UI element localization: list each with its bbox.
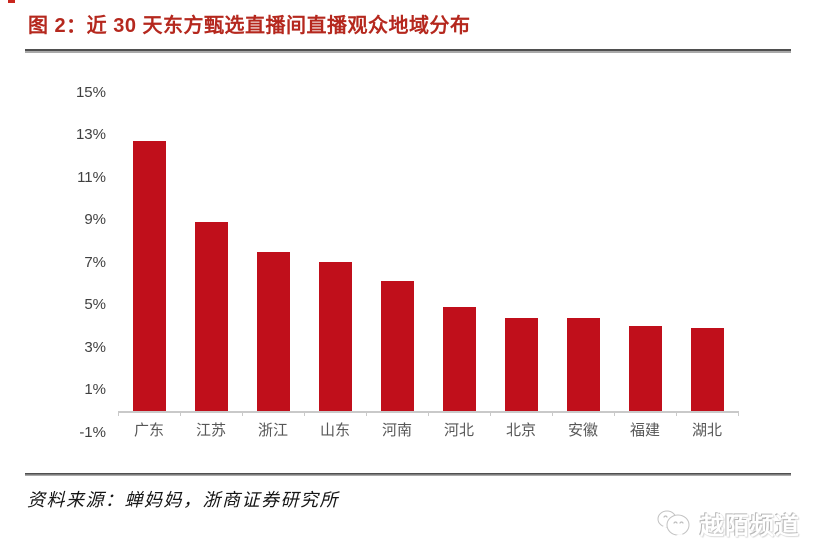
- x-axis-tick: [180, 411, 181, 416]
- bar: [628, 326, 662, 411]
- watermark: 越陌频道: [654, 506, 800, 541]
- bar: [380, 281, 414, 411]
- bar: [442, 306, 476, 411]
- bar-chart: 15% 13% 11% 9% 7% 5% 3% 1% -1% 广东 江苏 浙江 山东 河南 河北 北京 安徽 福建…: [75, 83, 739, 441]
- x-axis-tick: [118, 411, 119, 416]
- y-tick-label: 3%: [84, 338, 106, 356]
- figure-title: 图 2：近 30 天东方甄选直播间直播观众地域分布: [28, 15, 471, 37]
- x-tick-label: 河南: [381, 422, 412, 439]
- x-axis-tick: [738, 411, 739, 416]
- x-tick-label: 安徽: [567, 422, 598, 439]
- x-tick-label: 江苏: [195, 422, 226, 439]
- y-tick-label: 13%: [75, 126, 106, 144]
- x-tick-label: 福建: [629, 422, 660, 439]
- watermark-logo-icon: [657, 510, 690, 538]
- x-axis-tick: [304, 411, 305, 416]
- source-divider: [25, 473, 791, 476]
- y-tick-label: 1%: [84, 381, 106, 399]
- title-divider: [25, 49, 791, 53]
- watermark-text: 越陌频道: [700, 513, 800, 540]
- x-tick-label: 广东: [133, 422, 164, 439]
- x-axis-tick: [366, 411, 367, 416]
- bar: [256, 251, 290, 411]
- y-tick-label: -1%: [79, 423, 106, 441]
- x-tick-label: 山东: [319, 422, 350, 439]
- x-tick-label: 湖北: [691, 422, 722, 439]
- bar: [566, 317, 600, 411]
- x-axis-tick: [614, 411, 615, 416]
- y-tick-label: 7%: [84, 253, 106, 271]
- x-tick-label: 河北: [443, 422, 474, 439]
- x-axis-tick: [676, 411, 677, 416]
- y-tick-label: 9%: [84, 211, 106, 229]
- x-axis-tick: [428, 411, 429, 416]
- y-tick-label: 11%: [77, 168, 106, 186]
- x-axis-tick: [242, 411, 243, 416]
- bar: [132, 141, 166, 411]
- bar: [194, 221, 228, 411]
- bar: [504, 317, 538, 411]
- x-axis-tick: [490, 411, 491, 416]
- y-tick-label: 15%: [75, 83, 106, 101]
- y-tick-label: 5%: [84, 296, 106, 314]
- crop-mark: [8, 0, 15, 3]
- x-axis-tick: [552, 411, 553, 416]
- source-note: 资料来源：蝉妈妈，浙商证券研究所: [27, 490, 339, 510]
- bar: [690, 328, 724, 411]
- x-tick-label: 浙江: [257, 422, 288, 439]
- x-tick-label: 北京: [505, 422, 536, 439]
- bar: [318, 262, 352, 411]
